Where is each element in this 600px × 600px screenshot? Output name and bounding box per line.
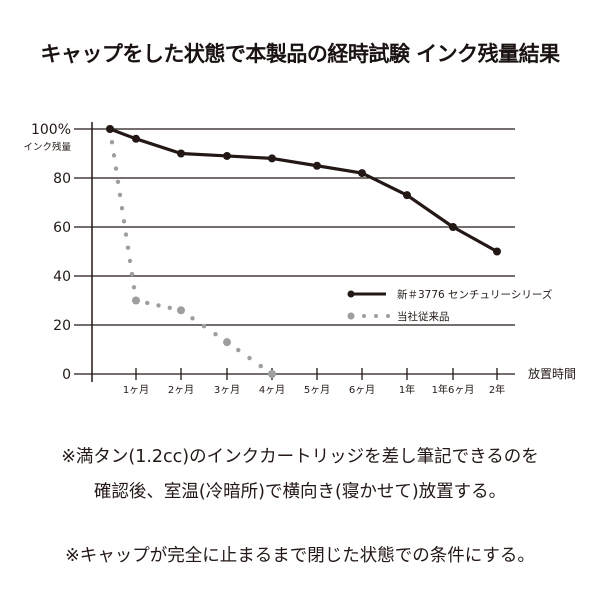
legend: 新＃3776 センチュリーシリーズ 当社従来品 — [347, 288, 552, 323]
y-tick-label: 80 — [53, 171, 71, 187]
dotted-line-dot — [109, 139, 115, 145]
series-century — [106, 125, 501, 256]
dotted-line-dot — [247, 355, 252, 361]
dotted-line-dot — [131, 285, 137, 290]
data-point — [449, 223, 457, 231]
data-point — [313, 161, 321, 170]
x-tick-label: 3ヶ月 — [214, 384, 240, 396]
x-tick-label: 2年 — [489, 383, 505, 396]
x-tick-label: 1年 — [399, 383, 415, 396]
dotted-line-dot — [113, 166, 119, 171]
data-point — [223, 338, 231, 347]
data-point — [268, 154, 276, 163]
footnote-line-3: ※キャップが完全に止まるまで閉じた状態での条件にする。 — [65, 546, 535, 566]
dotted-line-dot — [201, 324, 207, 329]
y-tick-label: 60 — [53, 220, 71, 236]
y-tick-labels: 100% 80 60 40 20 0 — [31, 122, 71, 383]
dotted-line-dot — [127, 258, 133, 264]
dotted-line-dot — [119, 205, 125, 211]
data-point — [177, 149, 185, 158]
x-tick-label: 2ヶ月 — [168, 384, 194, 396]
y-tick-label: 0 — [62, 367, 71, 383]
data-point — [268, 370, 276, 378]
dotted-line-dot — [258, 363, 263, 369]
y-tick-label: 20 — [53, 318, 71, 334]
data-point — [132, 296, 140, 305]
chart-title: キャップをした状態で本製品の経時試験 インク残量結果 — [40, 42, 560, 66]
x-tick-label: 1年6ヶ月 — [432, 383, 475, 396]
dotted-line-dot — [111, 153, 117, 158]
dotted-line-dot — [123, 232, 129, 237]
x-tick-label: 6ヶ月 — [349, 384, 375, 396]
data-point — [493, 247, 501, 256]
x-tick-labels: 1ヶ月 2ヶ月 3ヶ月 4ヶ月 5ヶ月 6ヶ月 1年 1年6ヶ月 2年 — [123, 368, 505, 396]
x-axis-label: 放置時間 — [528, 366, 576, 381]
dotted-line-dot — [213, 331, 218, 337]
legend-label-series-2: 当社従来品 — [397, 310, 450, 323]
data-point — [358, 169, 366, 178]
dotted-line-dot — [167, 305, 172, 311]
footnote-line-2: 確認後、室温(冷暗所)で横向き(寝かせて)放置する。 — [93, 482, 507, 502]
y-tick-label: 40 — [53, 269, 71, 285]
dotted-line-dot — [145, 300, 150, 306]
dotted-line-dot — [236, 347, 241, 353]
x-tick-label: 5ヶ月 — [304, 384, 330, 396]
dotted-line-dot — [115, 179, 121, 184]
data-point — [177, 306, 185, 315]
data-point — [132, 134, 140, 143]
dotted-line-dot — [129, 271, 135, 277]
y-tick-label: 100% — [31, 122, 71, 138]
legend-dot — [374, 314, 378, 318]
x-tick-label: 1ヶ月 — [123, 384, 149, 396]
legend-marker-series-2 — [347, 312, 355, 320]
series-line — [109, 127, 498, 253]
data-point — [106, 125, 114, 133]
dotted-line-dot — [156, 303, 161, 308]
dotted-line-dot — [190, 316, 195, 321]
legend-dot — [362, 314, 366, 318]
dotted-line-dot — [117, 192, 123, 198]
legend-marker-series-1 — [347, 290, 355, 298]
data-point — [403, 191, 411, 200]
legend-dot — [386, 314, 390, 318]
legend-label-series-1: 新＃3776 センチュリーシリーズ — [397, 288, 552, 301]
data-point — [223, 151, 231, 160]
y-axis-unit-label: インク残量 — [23, 141, 71, 153]
x-tick-label: 4ヶ月 — [259, 384, 285, 396]
dotted-line-dot — [125, 245, 131, 250]
gridlines — [74, 128, 515, 375]
footnote-line-1: ※満タン(1.2cc)のインクカートリッジを差し筆記できるのを — [61, 447, 539, 467]
series-conventional — [106, 125, 276, 378]
dotted-line-dot — [121, 219, 127, 224]
